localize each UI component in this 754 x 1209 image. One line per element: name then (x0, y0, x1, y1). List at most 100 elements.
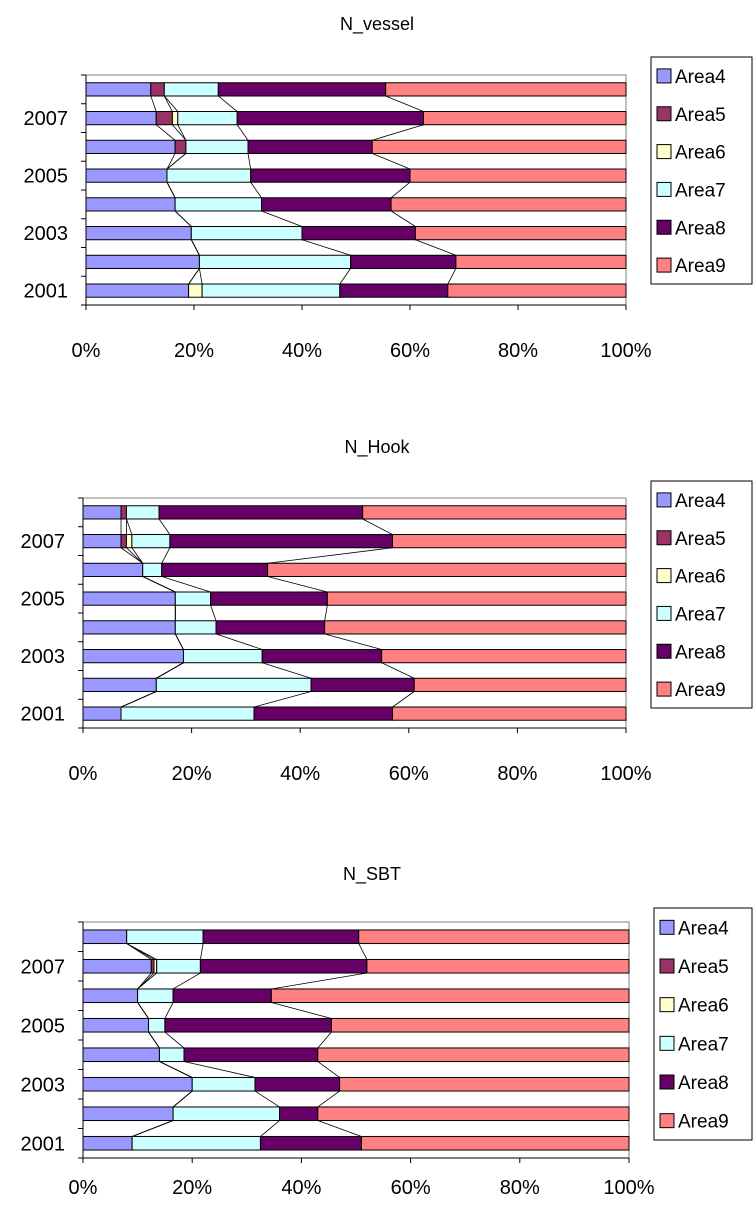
y-tick-label: 2003 (21, 1074, 66, 1096)
legend: Area4 Area5 Area6 Area7 Area8 Area9 (650, 56, 753, 285)
series-line (381, 662, 415, 679)
legend-label: Area4 (675, 491, 726, 512)
chart-n-sbt: N_SBT 0% 20% 40% 60% 80% 100% 2001 2003 2005 2007… (21, 864, 753, 1199)
x-tick-label: 100% (603, 1177, 654, 1199)
bar-segment (409, 168, 627, 183)
series-line (372, 124, 424, 141)
bar-segment (183, 1047, 319, 1063)
legend-swatch (656, 605, 672, 621)
bar-segment (82, 1135, 133, 1151)
x-tick-label: 40% (282, 340, 322, 362)
bar-segment (455, 254, 627, 269)
series-line (131, 547, 144, 564)
series-line (362, 518, 393, 535)
legend-swatch (656, 257, 672, 273)
bar-segment (156, 958, 201, 974)
x-tick-label: 100% (600, 763, 651, 785)
legend-box (653, 907, 753, 1141)
y-tick-label: 2005 (21, 1015, 66, 1037)
chart-n-hook: N_Hook 0% 20% 40% 60% 80% 100% 2001 2003 2005 200… (21, 437, 753, 785)
legend: Area4 Area5 Area6 Area7 Area8 Area9 (650, 480, 753, 709)
series-line (120, 691, 157, 708)
bar-segment (85, 254, 200, 269)
bar-segment (310, 677, 415, 692)
legend-label: Area8 (678, 1073, 729, 1094)
x-tick-label: 20% (172, 763, 212, 785)
x-tick-label: 0% (72, 340, 101, 362)
bar-segment (371, 139, 627, 154)
bar-segment (85, 111, 157, 126)
legend-label: Area4 (675, 67, 726, 88)
legend-label: Area6 (678, 996, 729, 1017)
bar-segment (82, 706, 122, 721)
bar-segment (137, 988, 174, 1004)
series-line (271, 1002, 332, 1019)
bar-segment (317, 1106, 630, 1122)
series-line (183, 1061, 256, 1078)
y-tick-label: 2001 (21, 1133, 66, 1155)
bar-segment (188, 283, 203, 298)
legend-label: Area7 (675, 604, 726, 625)
bar-segment (82, 677, 157, 692)
chart-n-vessel: N_vessel 0% 20% 40% 60% 80% 100% 2001 2003 2005 2… (24, 14, 753, 362)
series-line (163, 95, 179, 112)
series-line (172, 124, 187, 141)
series-line (199, 943, 204, 960)
legend-swatch (659, 997, 675, 1013)
bar-segment (82, 1076, 193, 1092)
bar-segment (82, 988, 139, 1004)
y-tick-label: 2007 (21, 531, 66, 553)
bar-segment (390, 197, 627, 212)
bar-segment (174, 139, 187, 154)
legend-label: Area8 (675, 218, 726, 239)
x-tick-label: 80% (497, 763, 537, 785)
bar-segment (198, 254, 352, 269)
series-line (161, 576, 211, 593)
bar-segment (174, 620, 217, 635)
series-line (126, 943, 157, 960)
legend-swatch (656, 68, 672, 84)
y-tick-label: 2003 (21, 646, 66, 668)
x-tick-label: 60% (389, 763, 429, 785)
bar-segment (270, 988, 630, 1004)
bar-segment (85, 283, 190, 298)
bar-segment (259, 1135, 362, 1151)
series-line (262, 662, 312, 679)
series-line (317, 1031, 332, 1049)
legend-swatch (659, 1035, 675, 1051)
legend-label: Area7 (678, 1034, 729, 1055)
series-line (174, 210, 192, 227)
bar-segment (161, 562, 269, 577)
x-tick-label: 80% (500, 1177, 540, 1199)
bar-segment (155, 677, 312, 692)
series-line (260, 1120, 280, 1137)
bar-segment (210, 591, 328, 606)
bar-segment (413, 677, 627, 692)
chart-title: N_Hook (344, 437, 410, 458)
bar-segment (358, 929, 630, 945)
bar-segment (82, 562, 144, 577)
series-line (166, 153, 176, 170)
y-tick-label: 2005 (21, 589, 66, 611)
bar-segment (385, 82, 627, 97)
series-line (392, 691, 415, 708)
series-line (148, 1031, 160, 1049)
bar-segment (166, 168, 252, 183)
bar-segment (82, 958, 152, 974)
legend-swatch (656, 530, 672, 546)
bar-segment (279, 1106, 319, 1122)
legend-swatch (656, 681, 672, 697)
legend-swatch (656, 144, 672, 160)
bar-segment (155, 111, 173, 126)
series-line (137, 1002, 149, 1019)
series-line (199, 268, 203, 285)
bar-segment (447, 283, 627, 298)
series-line (372, 153, 411, 170)
series-line (236, 124, 249, 141)
series-line (385, 95, 424, 112)
series-line (210, 605, 217, 621)
bar-segment (148, 1017, 166, 1033)
series-line (218, 95, 238, 112)
plot-area (85, 74, 627, 306)
x-tick-label: 0% (69, 763, 98, 785)
